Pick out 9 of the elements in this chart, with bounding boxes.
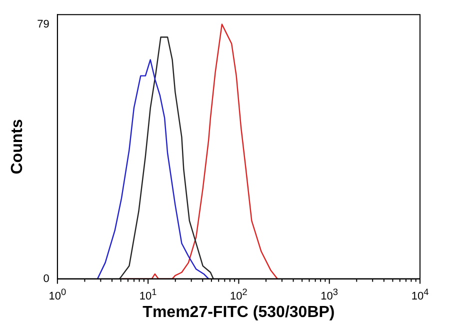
y-tick-label: 0 bbox=[43, 272, 50, 285]
x-axis-title: Tmem27-FITC (530/30BP) bbox=[142, 304, 335, 321]
x-tick-label: 10$^{1}$ bbox=[139, 286, 157, 304]
x-tick-label: 10$^{4}$ bbox=[411, 286, 429, 304]
y-axis-title: Counts bbox=[9, 119, 26, 174]
x-tick-label: 10$^{2}$ bbox=[230, 286, 248, 304]
x-tick-label: 10$^{3}$ bbox=[320, 286, 338, 304]
x-tick-label: 10$^{0}$ bbox=[48, 286, 66, 304]
y-tick-label: 79 bbox=[37, 18, 50, 30]
